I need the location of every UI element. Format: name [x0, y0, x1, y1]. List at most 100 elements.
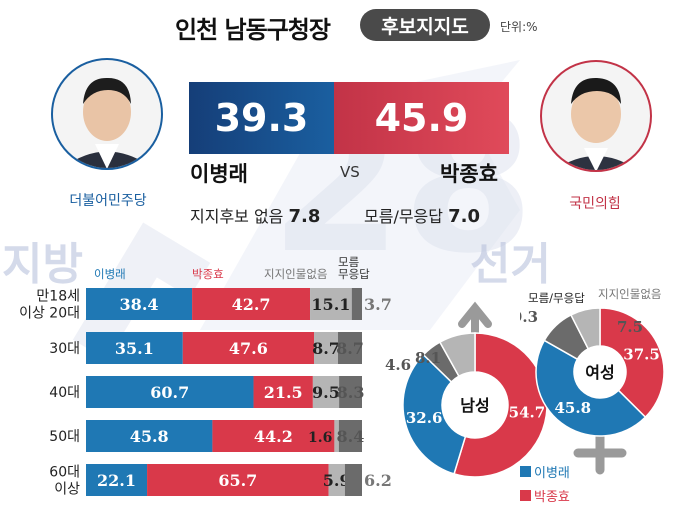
bar-segment [212, 420, 335, 452]
bar-value-label: 8.3 [337, 383, 365, 402]
legend-item-red: 박종효 [520, 486, 570, 505]
bar-segment [192, 288, 311, 320]
candidate-right-total: 45.9 [334, 82, 509, 154]
bar-category-label: 30대 [49, 341, 80, 357]
donut-center-label: 남성 [460, 396, 489, 415]
unknown-value: 7.0 [448, 206, 480, 227]
bar-category-label: 50대 [49, 429, 80, 445]
unknown-label: 모름/무응답 [364, 207, 443, 226]
donut-slice [599, 307, 665, 419]
bar-value-label: 35.1 [115, 339, 154, 358]
chart-legend: 이병래 박종효 [520, 462, 570, 505]
bar-segment [253, 376, 313, 408]
bar-category-label: 60대 [49, 465, 80, 481]
bar-segment [338, 420, 362, 452]
donut-slice [438, 332, 476, 378]
bar-value-label: 8.4 [336, 427, 364, 446]
bar-segment [338, 332, 362, 364]
no-candidate-label: 지지후보 없음 [190, 207, 284, 226]
candidate-left-party: 더불어민주당 [69, 193, 147, 209]
bar-segment [351, 288, 362, 320]
callout-label: 지지인물없음 [598, 287, 661, 301]
candidate-left-name: 이병래 [190, 162, 248, 186]
legend-swatch [520, 490, 531, 501]
series-header: 이병래 [94, 267, 126, 281]
candidate-right-avatar [540, 60, 652, 172]
bar-segment [328, 464, 345, 496]
donut-value-label: 37.5 [623, 346, 660, 364]
bar-value-label: 5.9 [323, 471, 351, 490]
candidate-left-total: 39.3 [189, 82, 334, 154]
bar-segment [312, 376, 340, 408]
donut-value-label: 9.3 [520, 308, 538, 326]
donut-value-label: 54.7 [509, 404, 546, 422]
female-donut-chart: 37.5 45.8 9.3 7.5 여성 모름/무응답 지지인물없음 [520, 287, 665, 475]
bar-segment [86, 288, 193, 320]
no-candidate-stat: 지지후보 없음 7.8 [190, 203, 320, 227]
bar-value-label: 6.2 [364, 471, 392, 490]
bar-value-label: 38.4 [120, 295, 159, 314]
bar-category-label: 이상 [54, 482, 80, 498]
bar-segment [147, 464, 329, 496]
bar-value-label: 42.7 [232, 295, 271, 314]
female-symbol-cross [573, 430, 627, 475]
bar-value-label: 21.5 [264, 383, 303, 402]
legend-item-blue: 이병래 [520, 462, 570, 481]
bar-value-label: 1.6 [308, 430, 332, 446]
bar-value-label: 65.7 [218, 471, 257, 490]
bar-value-label: 8.7 [312, 339, 340, 358]
candidate-right-party: 국민의힘 [569, 196, 621, 212]
series-header: 지지인물없음 [264, 267, 327, 281]
watermark-right: 선거 [470, 239, 551, 290]
series-header: 모름 [338, 255, 359, 269]
bar-value-label: 60.7 [150, 383, 189, 402]
vs-label: VS [340, 163, 360, 181]
candidate-left-avatar [51, 58, 163, 170]
bar-segment [310, 288, 352, 320]
candidate-right-name: 박종효 [440, 162, 498, 186]
donut-slice [535, 339, 647, 437]
bar-value-label: 47.6 [229, 339, 268, 358]
bar-category-label: 40대 [49, 385, 80, 401]
male-donut-chart: 54.7 32.6 4.6 8.1 남성 [385, 301, 548, 478]
bar-value-label: 45.8 [130, 427, 169, 446]
donut-value-label: 45.8 [555, 399, 592, 417]
no-candidate-value: 7.8 [288, 206, 321, 227]
page-title: 인천 남동구청장 [175, 16, 331, 44]
series-header: 박종효 [192, 267, 224, 281]
legend-label: 이병래 [534, 466, 570, 481]
bar-segment [314, 332, 339, 364]
bar-segment [86, 464, 148, 496]
unit-label: 단위:% [500, 20, 538, 34]
donut-value-label: 32.6 [406, 409, 443, 427]
donut-slice [402, 353, 467, 475]
title-badge: 후보지지도 [360, 9, 490, 41]
bar-value-label: 9.5 [312, 383, 340, 402]
bar-value-label: 44.2 [254, 427, 293, 446]
unknown-stat: 모름/무응답 7.0 [364, 203, 480, 227]
bar-value-label: 22.1 [97, 471, 136, 490]
bar-category-label: 만18세 [36, 289, 80, 305]
bar-segment [334, 420, 339, 452]
bar-segment [86, 332, 183, 364]
donut-value-label: 4.6 [385, 356, 411, 374]
watermark-left: 지방 [2, 239, 83, 290]
donut-hole [575, 347, 625, 397]
bar-segment [344, 464, 362, 496]
bar-value-label: 8.7 [336, 339, 364, 358]
bar-value-label: 15.1 [311, 295, 350, 314]
bar-segment [86, 376, 254, 408]
donut-value-label: 7.5 [617, 318, 643, 336]
bar-segment [339, 376, 362, 408]
callout-label: 모름/무응답 [528, 291, 585, 305]
series-header: 무응답 [338, 267, 370, 281]
legend-label: 박종효 [534, 490, 570, 505]
donut-value-label: 8.1 [415, 349, 441, 367]
legend-swatch [520, 466, 531, 477]
donut-hole [443, 373, 507, 437]
donut-slice [569, 307, 601, 350]
bar-segment [182, 332, 315, 364]
donut-slice [453, 332, 548, 478]
